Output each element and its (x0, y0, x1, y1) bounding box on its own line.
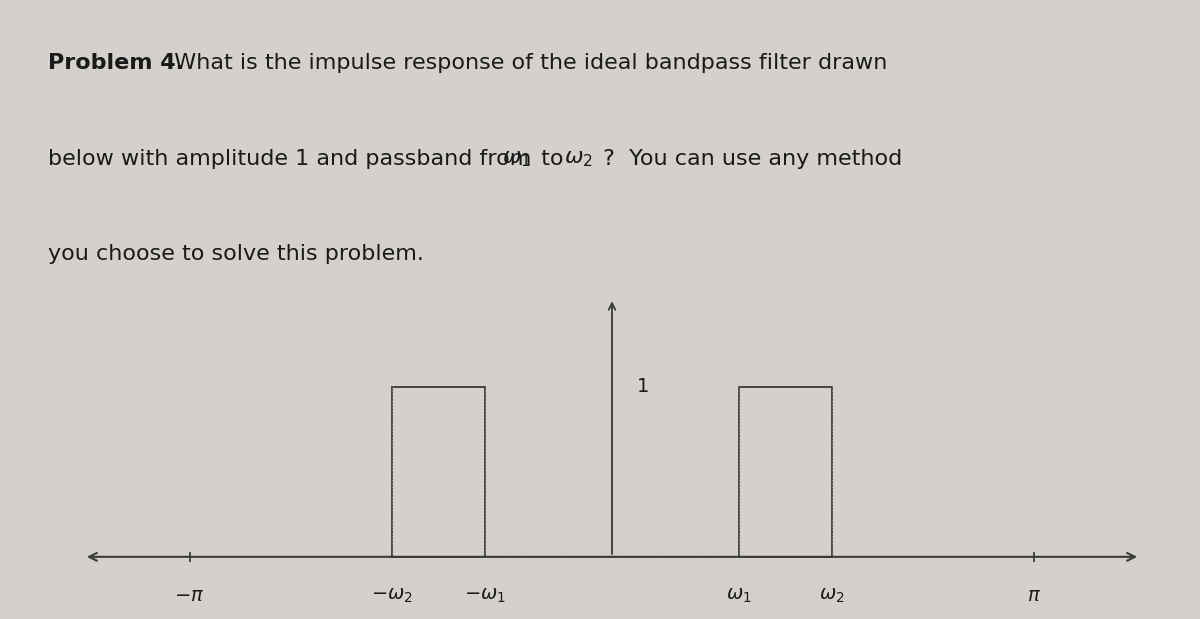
Text: What is the impulse response of the ideal bandpass filter drawn: What is the impulse response of the idea… (160, 53, 887, 74)
Text: $-\omega_1$: $-\omega_1$ (464, 586, 506, 605)
Text: to: to (534, 149, 571, 168)
Text: $\omega_2$: $\omega_2$ (818, 586, 845, 605)
Bar (392, 387, 485, 557)
Bar (739, 387, 832, 557)
Text: $\omega_1$: $\omega_1$ (726, 586, 751, 605)
Text: ?  You can use any method: ? You can use any method (596, 149, 902, 168)
Text: $\omega_1$: $\omega_1$ (502, 149, 530, 168)
Text: Problem 4.: Problem 4. (48, 53, 184, 74)
Text: $\omega_2$: $\omega_2$ (564, 149, 593, 168)
Text: $-\pi$: $-\pi$ (174, 586, 205, 605)
Text: below with amplitude 1 and passband from: below with amplitude 1 and passband from (48, 149, 539, 168)
Text: $-\omega_2$: $-\omega_2$ (371, 586, 413, 605)
Text: 1: 1 (637, 377, 649, 396)
Text: $\pi$: $\pi$ (1027, 586, 1042, 605)
Text: you choose to solve this problem.: you choose to solve this problem. (48, 244, 424, 264)
